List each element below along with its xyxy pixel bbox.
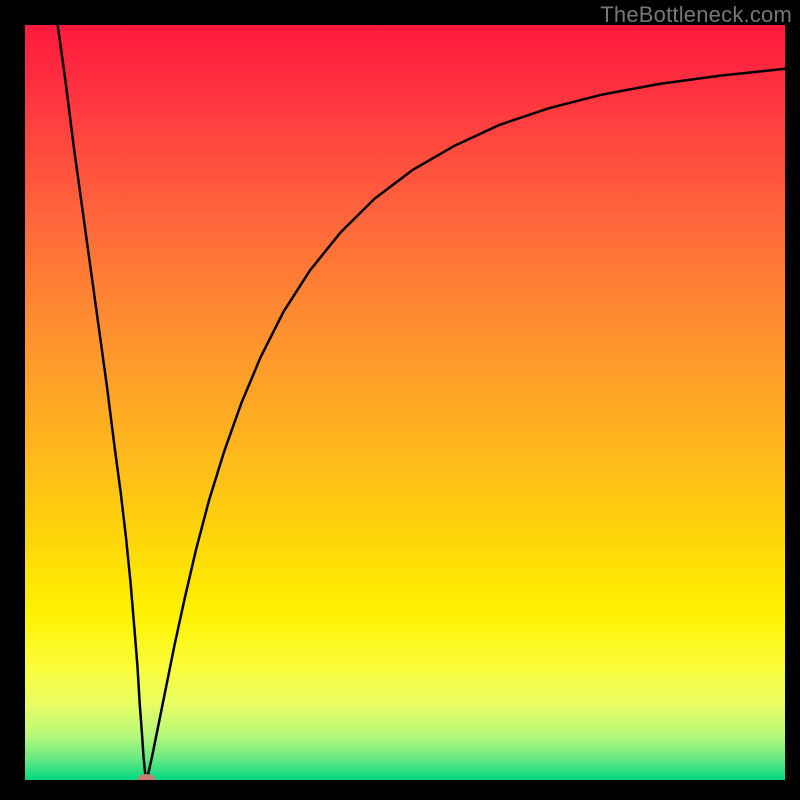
chart-svg [0,0,800,800]
plot-background [25,25,785,780]
bottleneck-chart: TheBottleneck.com [0,0,800,800]
